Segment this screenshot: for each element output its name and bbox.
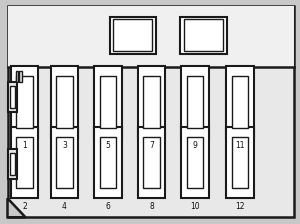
Text: 4: 4 xyxy=(62,202,67,211)
Bar xyxy=(56,76,73,128)
Text: 1: 1 xyxy=(22,141,27,150)
Bar xyxy=(8,149,17,179)
Bar xyxy=(94,66,122,138)
Text: 10: 10 xyxy=(190,202,200,211)
Bar xyxy=(19,71,22,82)
Bar xyxy=(184,19,223,51)
Bar xyxy=(143,137,160,188)
Bar xyxy=(180,17,226,54)
Bar xyxy=(16,137,33,188)
Bar xyxy=(138,127,165,198)
Bar xyxy=(11,127,38,198)
Bar xyxy=(181,66,209,138)
Text: 11: 11 xyxy=(235,141,245,150)
Text: 5: 5 xyxy=(106,141,110,150)
Bar xyxy=(94,127,122,198)
Bar xyxy=(143,76,160,128)
Bar xyxy=(110,17,156,54)
Bar xyxy=(232,137,248,188)
Polygon shape xyxy=(8,198,26,217)
Bar xyxy=(51,127,78,198)
Bar xyxy=(138,66,165,138)
Bar xyxy=(100,137,116,188)
Bar xyxy=(56,137,73,188)
Bar xyxy=(11,66,38,138)
Bar xyxy=(187,76,203,128)
Text: 9: 9 xyxy=(193,141,197,150)
Bar xyxy=(10,153,15,175)
Bar xyxy=(16,71,18,82)
Bar xyxy=(232,76,248,128)
Bar xyxy=(51,66,78,138)
Text: 8: 8 xyxy=(149,202,154,211)
Bar xyxy=(8,82,17,112)
Bar xyxy=(10,86,15,108)
Text: 6: 6 xyxy=(106,202,110,211)
Bar xyxy=(226,66,254,138)
Text: 12: 12 xyxy=(235,202,245,211)
Bar xyxy=(181,127,209,198)
Text: 7: 7 xyxy=(149,141,154,150)
Text: 3: 3 xyxy=(62,141,67,150)
Bar xyxy=(8,6,294,67)
Text: 2: 2 xyxy=(22,202,27,211)
Bar xyxy=(187,137,203,188)
Bar xyxy=(100,76,116,128)
Bar xyxy=(226,127,254,198)
Bar xyxy=(113,19,152,51)
Bar xyxy=(16,76,33,128)
